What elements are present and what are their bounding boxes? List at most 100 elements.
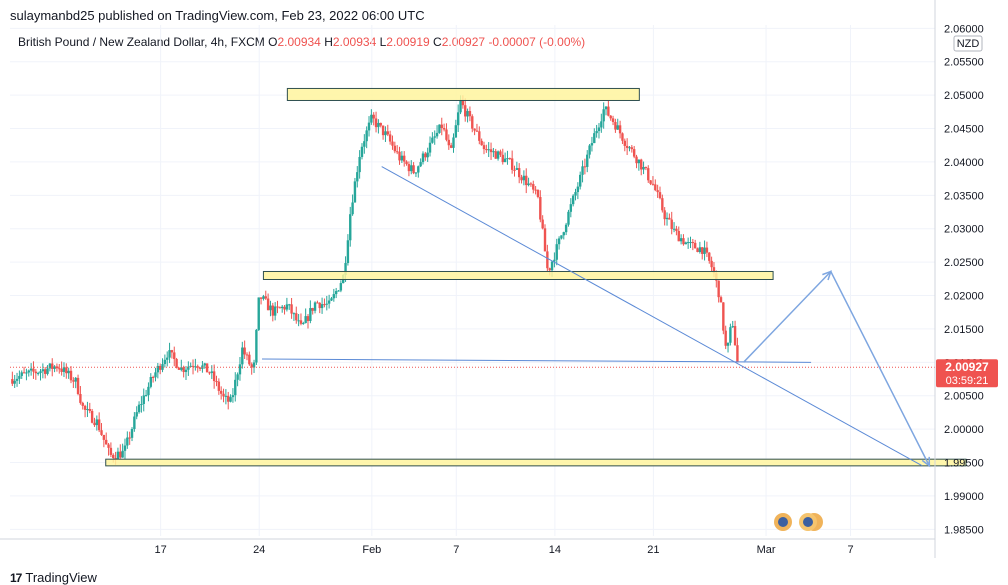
candle-body (691, 242, 695, 244)
candle-body (635, 156, 638, 164)
y-tick-label: 2.05000 (944, 90, 984, 102)
low-label: L (379, 35, 387, 49)
candle-body (32, 368, 35, 372)
candle-body (156, 365, 160, 373)
candle-body (548, 268, 551, 271)
candle-body (567, 211, 570, 225)
candle-body (466, 111, 469, 117)
candle-body (121, 450, 124, 458)
candle-body (175, 359, 178, 368)
candle-body (158, 365, 162, 370)
candle-body (372, 114, 375, 119)
candle-body (682, 238, 685, 245)
candle-body (449, 145, 453, 148)
candle-body (654, 184, 657, 191)
candle-body (241, 347, 244, 365)
candle-body (574, 192, 577, 196)
candle-body (170, 350, 174, 353)
candle-body (51, 363, 54, 369)
candle-body (525, 175, 528, 186)
y-tick-label: 2.04500 (944, 124, 984, 136)
candle-body (377, 122, 380, 128)
candle-body (36, 372, 40, 374)
candle-body (107, 444, 110, 448)
candle-body (219, 390, 223, 394)
candle-body (534, 189, 537, 191)
candle-body (252, 362, 256, 368)
candle-body (370, 114, 373, 123)
candle-body (112, 454, 115, 459)
candle-body (379, 122, 382, 126)
candle-body (410, 165, 413, 172)
candle-body (618, 125, 622, 134)
open-value: 2.00934 (277, 35, 321, 49)
projection-arrow-up (822, 270, 833, 281)
candle-body (520, 177, 523, 181)
candle-body (154, 372, 157, 378)
x-tick-label: 17 (155, 544, 167, 556)
candle-body (224, 395, 228, 397)
candle-body (393, 145, 397, 152)
candle-body (320, 304, 324, 309)
candle-body (424, 153, 427, 158)
candle-body (729, 327, 732, 343)
candle-body (609, 115, 612, 119)
candle-body (34, 371, 38, 374)
candle-body (180, 367, 183, 370)
symbol-name: British Pound / New Zealand Dollar, 4h, … (18, 35, 265, 49)
candle-body (435, 132, 439, 137)
publish-info: sulaymanbd25 published on TradingView.co… (10, 8, 425, 23)
mid-zone (262, 270, 774, 280)
candle-body (471, 116, 474, 129)
candle-body (447, 139, 451, 146)
candle-body (351, 202, 354, 215)
candle-body (405, 161, 408, 165)
candle-body (161, 364, 164, 370)
candle-body (412, 165, 415, 174)
x-tick-label: Feb (362, 544, 381, 556)
candle-body (191, 365, 195, 367)
y-tick-label: 2.06000 (944, 23, 984, 35)
candle-body (337, 290, 340, 292)
candle-body (414, 172, 418, 174)
candle-body (454, 125, 458, 138)
y-tick-label: 2.05500 (944, 57, 984, 69)
candle-body (97, 419, 101, 431)
candle-body (53, 366, 56, 369)
candle-body (356, 172, 359, 182)
candle-body (492, 151, 495, 153)
candle-body (686, 242, 690, 244)
candle-body (93, 422, 96, 426)
watermark-icons (774, 513, 823, 531)
candle-body (579, 174, 582, 187)
candle-body (607, 106, 610, 116)
candle-body (708, 252, 711, 261)
candle-body (25, 372, 28, 374)
candle-body (428, 142, 432, 153)
candle-body (433, 136, 436, 138)
candle-body (651, 183, 655, 185)
currency-badge: NZD (953, 35, 983, 52)
candle-body (677, 230, 680, 242)
candle-body (43, 369, 47, 374)
change-value: -0.00007 (-0.00%) (488, 35, 586, 49)
candle-body (123, 445, 127, 451)
candle-body (259, 297, 263, 299)
candle-body (675, 228, 678, 231)
candle-body (119, 451, 122, 458)
candle-body (611, 118, 615, 122)
candle-body (90, 410, 94, 423)
candle-body (255, 329, 258, 363)
close-value: 2.00927 (441, 35, 486, 49)
candle-body (719, 297, 723, 303)
axes-group: 2.06000 2.05500 2.05000 2.04500 2.04000 2.035… (0, 0, 984, 558)
candle-body (468, 111, 472, 117)
candle-body (527, 183, 530, 186)
candle-body (600, 121, 603, 128)
candle-body (105, 439, 108, 445)
candle-body (88, 408, 91, 411)
candle-body (588, 145, 591, 155)
candle-body (539, 196, 542, 220)
candle-body (325, 303, 328, 305)
